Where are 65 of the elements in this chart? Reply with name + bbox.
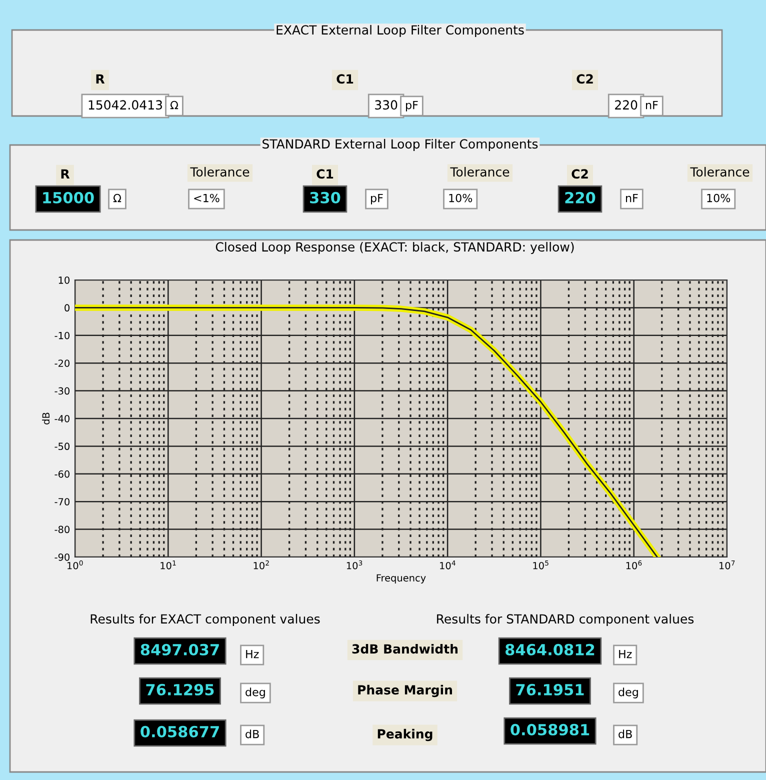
text: deg xyxy=(246,688,265,698)
x-tick-label: 10$^{1}$ xyxy=(160,560,176,570)
text: 330 xyxy=(310,192,340,204)
text: 330 xyxy=(375,100,398,110)
text: 8464.0812 xyxy=(506,644,594,656)
text: pF xyxy=(371,194,383,204)
text: Hz xyxy=(246,650,259,658)
text: nF xyxy=(626,194,638,202)
text: R xyxy=(61,169,70,178)
y-tick-label: -90 xyxy=(54,553,70,561)
x-axis-title: Frequency xyxy=(376,574,426,584)
text: 0.058981 xyxy=(510,724,590,736)
y-tick-label: -10 xyxy=(54,332,70,340)
y-tick-label: -40 xyxy=(54,414,70,422)
text: Phase Margin xyxy=(358,684,452,698)
y-tick-label: 10 xyxy=(58,276,70,284)
text: Tolerance xyxy=(690,166,750,177)
text: C2 xyxy=(576,74,593,84)
text: deg xyxy=(618,688,638,698)
text: 8497.037 xyxy=(140,644,219,656)
text: STANDARD External Loop Filter Components xyxy=(262,138,538,152)
x-tick-label: 10$^{7}$ xyxy=(720,560,735,570)
text: Hz xyxy=(619,650,632,658)
text: 220 xyxy=(565,192,596,204)
text: nF xyxy=(646,100,658,110)
text: Tolerance xyxy=(450,166,510,177)
text: 10% xyxy=(707,194,730,202)
x-tick-label: 10$^{2}$ xyxy=(254,560,269,570)
text: R xyxy=(96,74,105,84)
chart-title: Closed Loop Response (EXACT: black, STANDARD: yellow) xyxy=(216,242,574,254)
y-tick-label: -60 xyxy=(54,470,70,478)
y-tick-label: -30 xyxy=(54,387,70,395)
text: 0.058677 xyxy=(140,726,219,738)
y-axis-title: dB xyxy=(42,412,50,424)
y-tick-label: -50 xyxy=(54,442,70,450)
text: <1% xyxy=(194,194,220,202)
x-tick-label: 10$^{6}$ xyxy=(626,560,642,570)
text: Results for EXACT component values xyxy=(90,614,320,626)
text: 3dB Bandwidth xyxy=(352,644,458,654)
text: 15042.0413 xyxy=(88,100,162,110)
text: 76.1951 xyxy=(516,684,584,696)
text: EXACT External Loop Filter Components xyxy=(276,24,524,38)
text: dB xyxy=(246,730,259,738)
text: Tolerance xyxy=(190,166,250,177)
text: Ω xyxy=(113,194,122,202)
text: Ω xyxy=(170,100,178,110)
text: C2 xyxy=(572,169,588,179)
y-tick-label: -20 xyxy=(54,360,70,367)
text: C1 xyxy=(316,169,334,179)
text: 76.1295 xyxy=(146,684,214,696)
text: Results for STANDARD component values xyxy=(437,614,694,626)
text: pF xyxy=(406,100,418,112)
text: dB xyxy=(618,730,632,738)
y-tick-label: -80 xyxy=(54,526,70,534)
text: C1 xyxy=(336,74,354,84)
text: 220 xyxy=(615,100,638,110)
x-tick-label: 10$^{5}$ xyxy=(533,560,548,570)
x-tick-label: 10$^{4}$ xyxy=(440,560,456,570)
text: 10% xyxy=(449,194,472,202)
text: Peaking xyxy=(378,728,432,742)
text: 15000 xyxy=(43,192,94,204)
x-tick-label: 10$^{3}$ xyxy=(346,560,362,570)
y-tick-label: 0 xyxy=(64,304,70,312)
y-tick-label: -70 xyxy=(54,498,70,506)
x-tick-label: 10$^{0}$ xyxy=(68,560,83,570)
